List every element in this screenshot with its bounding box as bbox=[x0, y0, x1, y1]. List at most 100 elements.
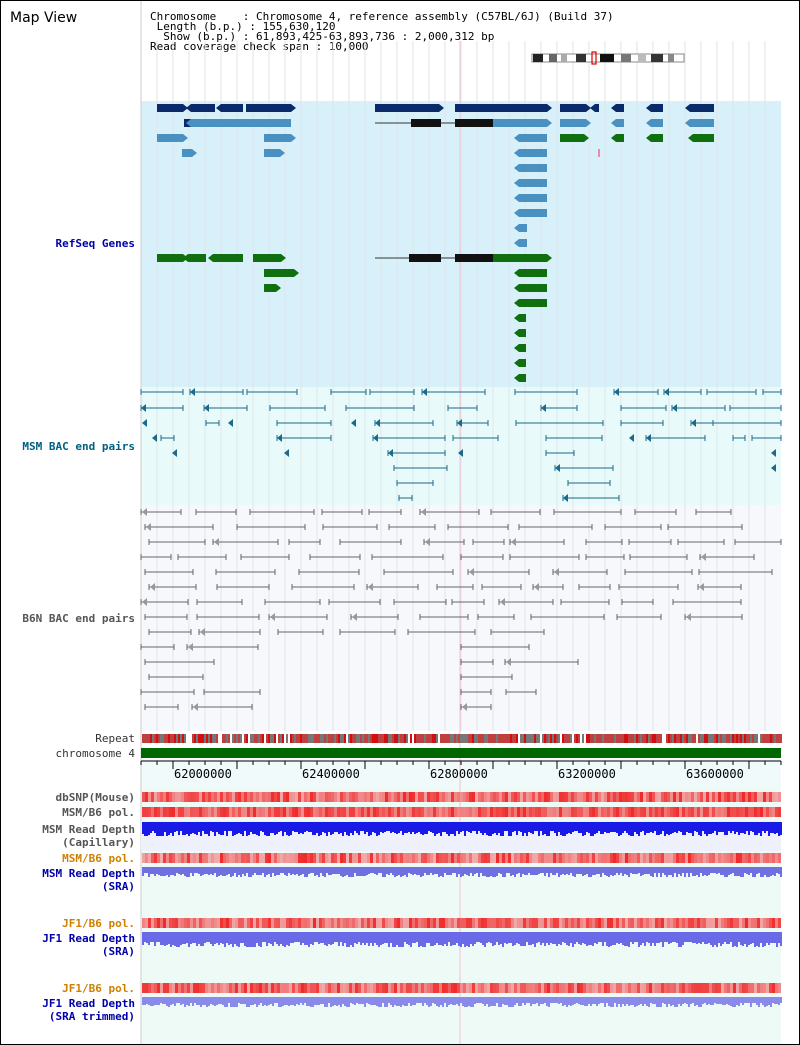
dbsnp-strip bbox=[595, 792, 598, 802]
refseq-gene bbox=[690, 104, 714, 112]
jf1-b6-pol-strip bbox=[367, 918, 370, 928]
gene-arrow bbox=[514, 329, 519, 337]
jf1-b6-pol-2-strip bbox=[181, 983, 184, 993]
msm-depth-sra-bar bbox=[652, 867, 654, 877]
jf1-depth-trim-bar bbox=[192, 997, 194, 1006]
dbsnp-strip bbox=[307, 792, 310, 802]
jf1-depth-sra-bar bbox=[352, 932, 354, 947]
msm-b6-pol-sra-strip bbox=[706, 853, 709, 863]
msm-b6-pol-sra-strip bbox=[418, 853, 421, 863]
jf1-depth-trim-bar bbox=[286, 997, 288, 1005]
msm-b6-pol-sra-strip bbox=[736, 853, 739, 863]
jf1-depth-trim-bar bbox=[632, 997, 634, 1005]
jf1-depth-sra-bar bbox=[348, 932, 350, 947]
msm-b6-pol-strip bbox=[691, 807, 694, 817]
track-label-b6n-bac[interactable]: B6N BAC end pairs bbox=[22, 612, 135, 625]
jf1-depth-trim-bar bbox=[502, 997, 504, 1004]
repeat-segment bbox=[460, 734, 462, 743]
jf1-b6-pol-strip bbox=[319, 918, 322, 928]
msm-depth-sra-bar bbox=[438, 867, 440, 877]
track-label-msm-depth-sra[interactable]: MSM Read Depth bbox=[42, 867, 135, 880]
msm-b6-pol-sra-strip bbox=[370, 853, 373, 863]
track-label-jf1-b6-pol-2[interactable]: JF1/B6 pol. bbox=[62, 982, 135, 995]
dbsnp-strip bbox=[460, 792, 463, 802]
msm-depth-cap-bar bbox=[650, 822, 652, 832]
msm-b6-pol-strip bbox=[772, 807, 775, 817]
jf1-depth-trim-bar bbox=[414, 997, 416, 1005]
track-label-msm-depth-cap[interactable]: MSM Read Depth bbox=[42, 823, 135, 836]
track-label-refseq[interactable]: RefSeq Genes bbox=[55, 237, 135, 250]
msm-b6-pol-sra-strip bbox=[499, 853, 502, 863]
repeat-segment bbox=[388, 734, 390, 743]
repeat-segment bbox=[432, 734, 434, 743]
msm-depth-sra-bar bbox=[658, 867, 660, 873]
gene-arrow bbox=[192, 149, 197, 157]
jf1-depth-trim-bar bbox=[442, 997, 444, 1007]
track-label-msm-b6-pol[interactable]: MSM/B6 pol. bbox=[62, 806, 135, 819]
jf1-depth-sra-bar bbox=[176, 932, 178, 947]
repeat-segment bbox=[588, 734, 590, 743]
msm-bac-end bbox=[190, 388, 195, 396]
repeat-segment bbox=[372, 734, 374, 743]
jf1-depth-trim-bar bbox=[452, 997, 454, 1005]
jf1-b6-pol-2-strip bbox=[481, 983, 484, 993]
jf1-depth-trim-bar bbox=[234, 997, 236, 1007]
msm-depth-sra-bar bbox=[142, 867, 144, 876]
msm-bac-end bbox=[228, 419, 233, 427]
msm-depth-cap-bar bbox=[220, 822, 222, 835]
jf1-depth-trim-bar bbox=[504, 997, 506, 1005]
track-label-dbsnp[interactable]: dbSNP(Mouse) bbox=[55, 791, 135, 804]
msm-depth-sra-bar bbox=[650, 867, 652, 876]
jf1-depth-sra-bar bbox=[774, 932, 776, 943]
axis-tick-label: 62800000 bbox=[430, 767, 488, 781]
msm-depth-cap-bar bbox=[438, 822, 440, 833]
msm-depth-sra-bar bbox=[224, 867, 226, 876]
msm-depth-sra-bar bbox=[320, 867, 322, 873]
msm-depth-cap-bar bbox=[594, 822, 596, 834]
track-label-jf1-depth-trim[interactable]: JF1 Read Depth bbox=[42, 997, 135, 1010]
track-label-jf1-depth-sra[interactable]: JF1 Read Depth bbox=[42, 932, 135, 945]
jf1-b6-pol-strip bbox=[151, 918, 154, 928]
msm-b6-pol-sra-strip bbox=[244, 853, 247, 863]
jf1-depth-sra-bar bbox=[612, 932, 614, 945]
jf1-depth-trim-bar bbox=[418, 997, 420, 1003]
jf1-b6-pol-strip bbox=[142, 918, 145, 928]
msm-depth-cap-bar bbox=[452, 822, 454, 834]
msm-depth-sra-bar bbox=[576, 867, 578, 874]
msm-depth-cap-bar bbox=[716, 822, 718, 835]
track-label-jf1-b6-pol[interactable]: JF1/B6 pol. bbox=[62, 917, 135, 930]
track-label-msm-b6-pol-sra[interactable]: MSM/B6 pol. bbox=[62, 852, 135, 865]
msm-depth-cap-bar bbox=[774, 822, 776, 834]
msm-depth-sra-bar bbox=[262, 867, 264, 873]
msm-depth-sra-bar bbox=[672, 867, 674, 877]
dbsnp-strip bbox=[445, 792, 448, 802]
msm-b6-pol-sra-strip bbox=[202, 853, 205, 863]
msm-depth-sra-bar bbox=[774, 867, 776, 876]
jf1-depth-sra-bar bbox=[772, 932, 774, 943]
msm-b6-pol-strip bbox=[472, 807, 475, 817]
msm-depth-sra-bar bbox=[316, 867, 318, 875]
msm-depth-cap-bar bbox=[750, 822, 752, 831]
track-label-msm-bac[interactable]: MSM BAC end pairs bbox=[22, 440, 135, 453]
repeat-segment bbox=[608, 734, 610, 743]
dbsnp-strip bbox=[379, 792, 382, 802]
msm-b6-pol-strip bbox=[598, 807, 601, 817]
dbsnp-strip bbox=[328, 792, 331, 802]
repeat-segment bbox=[352, 734, 354, 743]
dbsnp-strip bbox=[466, 792, 469, 802]
jf1-depth-sra-bar bbox=[438, 932, 440, 945]
msm-depth-cap-bar bbox=[476, 822, 478, 834]
refseq-gene bbox=[253, 254, 281, 262]
jf1-b6-pol-strip bbox=[154, 918, 157, 928]
jf1-b6-pol-2-strip bbox=[184, 983, 187, 993]
msm-depth-sra-bar bbox=[424, 867, 426, 873]
msm-depth-sra-bar bbox=[390, 867, 392, 873]
msm-b6-pol-sra-strip bbox=[475, 853, 478, 863]
msm-depth-sra-bar bbox=[188, 867, 190, 877]
msm-b6-pol-sra-strip bbox=[301, 853, 304, 863]
jf1-depth-trim-bar bbox=[690, 997, 692, 1004]
msm-depth-sra-bar bbox=[400, 867, 402, 877]
msm-depth-cap-bar bbox=[698, 822, 700, 835]
msm-b6-pol-sra-strip bbox=[145, 853, 148, 863]
